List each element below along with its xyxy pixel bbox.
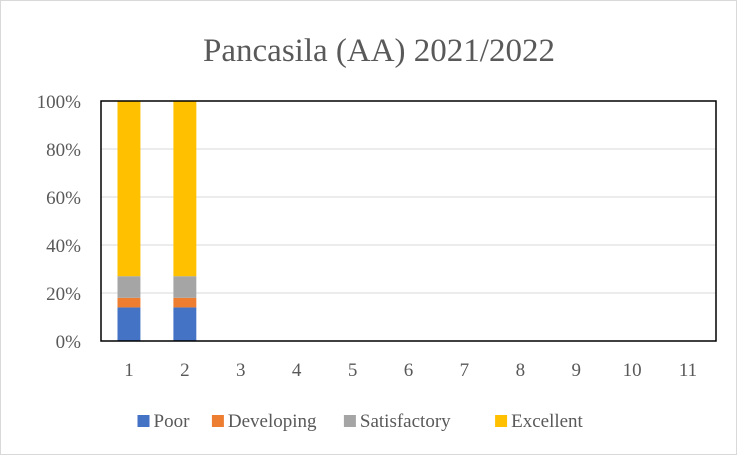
bar-segment [117,101,141,277]
bar-segment [117,307,141,341]
x-tick-label: 3 [236,360,246,381]
plot-border [100,100,717,342]
legend-swatch [137,415,150,427]
x-tick-label: 4 [292,360,302,381]
bar-segment [173,297,197,308]
y-tick-label: 100% [37,92,82,113]
bar-segment [173,101,197,277]
bar-segment [117,297,141,308]
bar-segment [173,307,197,341]
y-tick-label: 60% [46,188,81,209]
y-tick-label: 20% [46,284,81,305]
legend-swatch [211,415,224,427]
x-tick-label: 6 [404,360,414,381]
x-tick-label: 1 [124,360,134,381]
y-tick-label: 40% [46,236,81,257]
bar-segment [117,276,141,298]
y-tick-label: 80% [46,140,81,161]
legend-label: Excellent [511,411,583,432]
legend-label: Poor [154,411,191,432]
chart-title: Pancasila (AA) 2021/2022 [203,33,555,69]
x-tick-label: 9 [571,360,581,381]
x-tick-label: 11 [679,360,697,381]
x-tick-label: 7 [460,360,470,381]
bars [117,101,197,341]
x-tick-label: 5 [348,360,358,381]
legend: Poor Developing Satisfactory Excellent [137,411,584,432]
bar-segment [173,276,197,298]
x-tick-label: 8 [516,360,526,381]
y-axis-ticks: 0% 20% 40% 60% 80% 100% [37,92,82,353]
gridlines [101,148,716,294]
x-axis-ticks: 1 2 3 4 5 6 7 8 9 10 11 [124,360,697,381]
legend-label: Satisfactory [360,411,451,432]
x-tick-label: 10 [623,360,642,381]
legend-swatch [343,415,356,427]
x-tick-label: 2 [180,360,190,381]
y-tick-label: 0% [56,332,82,353]
legend-swatch [495,415,508,427]
legend-label: Developing [228,411,317,432]
